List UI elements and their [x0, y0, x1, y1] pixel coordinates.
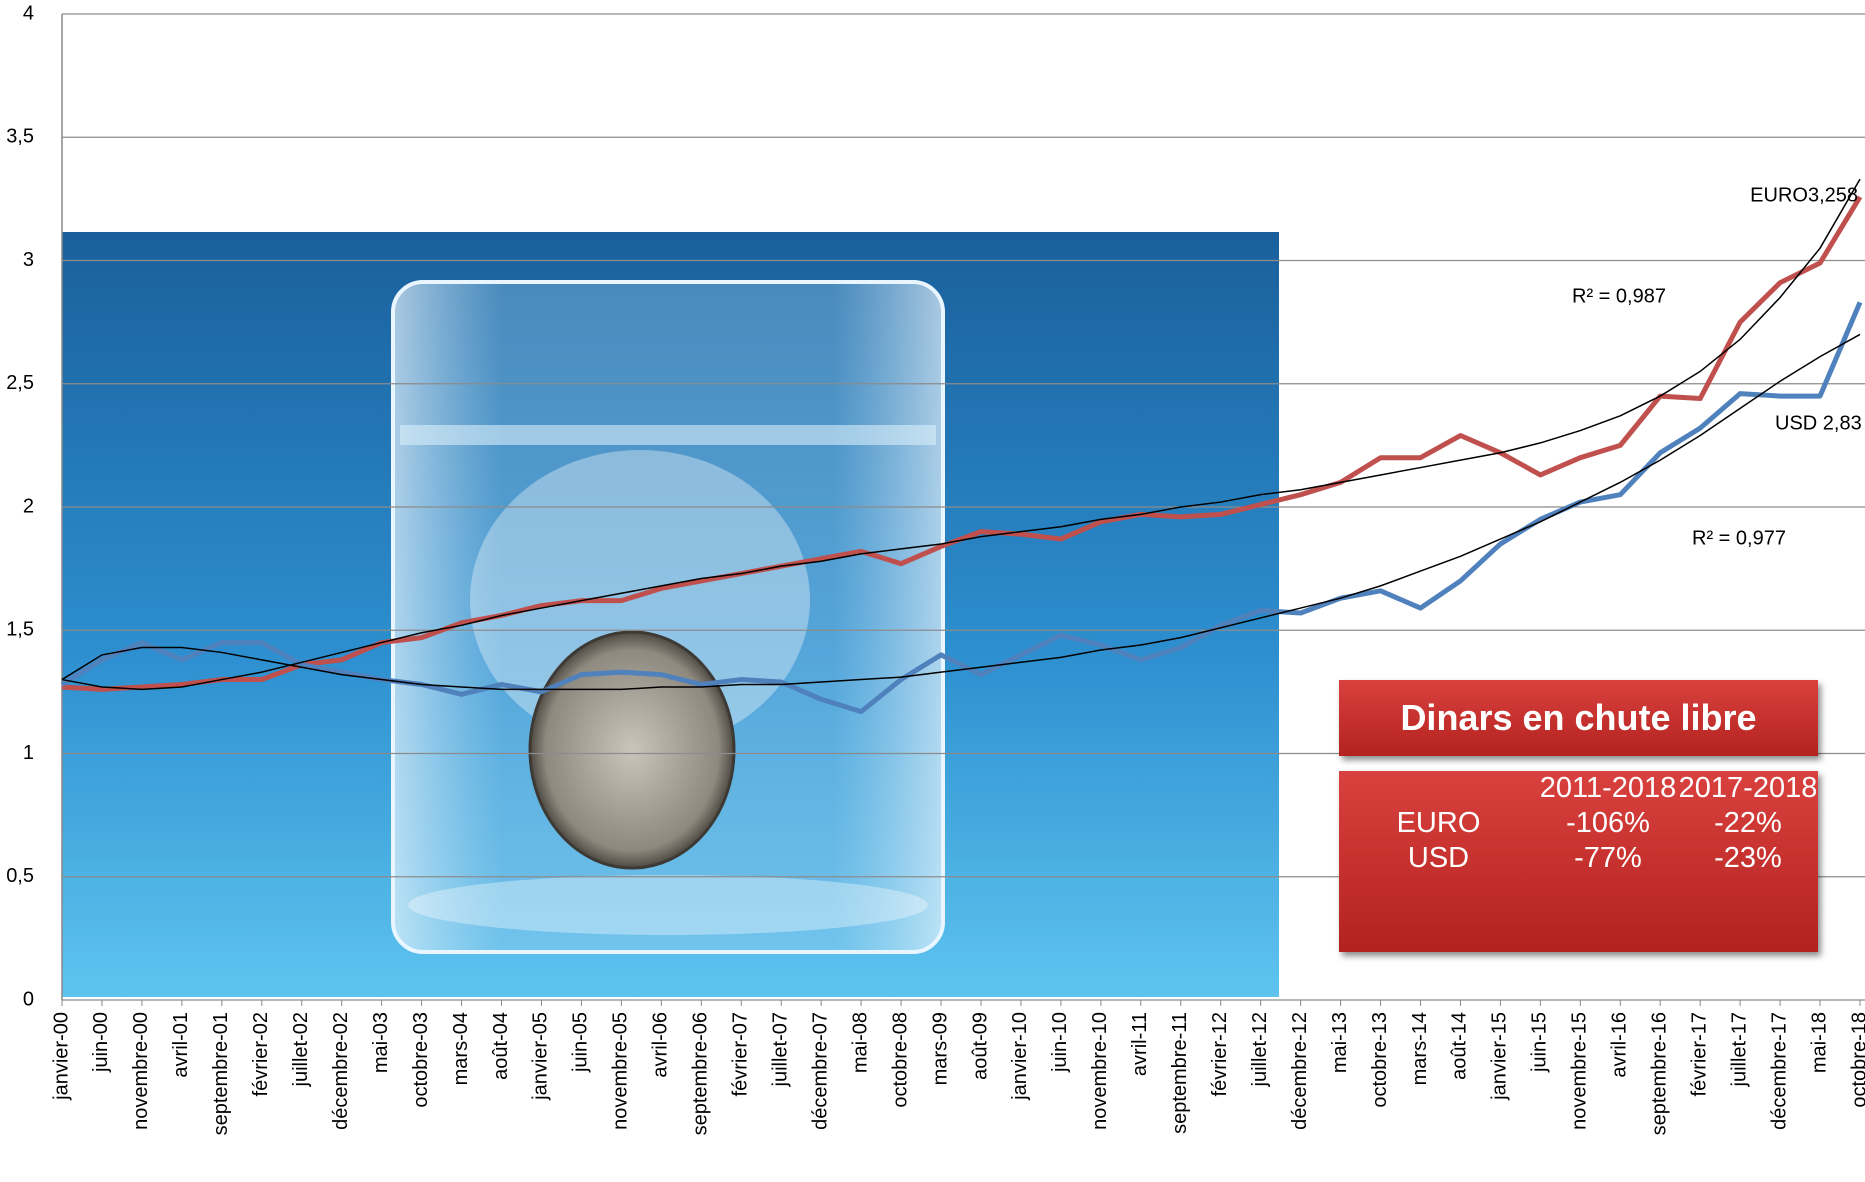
- series-line: [60, 301, 1863, 715]
- x-tick-label: février-12: [1209, 1012, 1231, 1096]
- r2-label: R² = 0,987: [1572, 285, 1666, 307]
- x-tick-label: juin-10: [1049, 1012, 1071, 1073]
- x-tick-label: novembre-15: [1569, 1012, 1591, 1130]
- x-tick-label: août-04: [490, 1012, 512, 1080]
- x-tick-label: mars-04: [450, 1012, 472, 1085]
- y-tick-label: 0: [23, 988, 34, 1010]
- trend-line: [61, 333, 1861, 691]
- x-tick-label: décembre-07: [809, 1012, 831, 1130]
- x-tick-label: octobre-03: [410, 1012, 432, 1108]
- x-tick-label: février-07: [730, 1012, 752, 1096]
- x-tick-label: septembre-11: [1169, 1012, 1191, 1134]
- x-tick-label: novembre-00: [130, 1012, 152, 1130]
- background-photo: [62, 232, 1279, 997]
- x-tick-label: juillet-07: [769, 1012, 791, 1087]
- end-label: USD 2,83: [1775, 412, 1862, 434]
- y-tick-label: 0,5: [6, 865, 34, 887]
- r2-label: R² = 0,977: [1692, 527, 1786, 549]
- y-tick-label: 3: [23, 249, 34, 271]
- y-tick-label: 4: [23, 2, 34, 24]
- summary-table: 2011-2018 2017-2018 EURO -106% -22% USD …: [1339, 771, 1818, 952]
- x-tick-label: août-14: [1449, 1012, 1471, 1080]
- x-tick-label: juillet-02: [290, 1012, 312, 1087]
- x-tick-label: mars-09: [929, 1012, 951, 1085]
- x-tick-label: février-02: [250, 1012, 272, 1096]
- x-tick-label: avril-06: [650, 1012, 672, 1078]
- trend-line: [61, 178, 1861, 691]
- x-tick-label: décembre-02: [330, 1012, 352, 1130]
- x-tick-label: septembre-06: [690, 1012, 712, 1135]
- table-cell: -22%: [1714, 807, 1782, 839]
- x-tick-label: mai-18: [1808, 1012, 1830, 1073]
- table-title: Dinars en chute libre: [1339, 680, 1818, 756]
- x-tick-label: octobre-08: [889, 1012, 911, 1108]
- x-tick-label: mai-03: [370, 1012, 392, 1073]
- y-tick-label: 1: [23, 742, 34, 764]
- table: 2011-2018 2017-2018 EURO -106% -22% USD …: [1339, 771, 1818, 876]
- x-tick-label: décembre-17: [1768, 1012, 1790, 1130]
- table-cell: -23%: [1714, 842, 1782, 874]
- x-tick-label: mai-13: [1329, 1012, 1351, 1073]
- x-tick-label: juin-05: [570, 1012, 592, 1073]
- column-header: 2011-2018: [1539, 772, 1677, 804]
- x-tick-label: janvier-05: [530, 1012, 552, 1101]
- x-tick-label: juin-15: [1529, 1012, 1551, 1073]
- y-tick-label: 2,5: [6, 372, 34, 394]
- series-line: [61, 195, 1863, 692]
- x-tick-label: mars-14: [1409, 1012, 1431, 1085]
- x-tick-label: juillet-12: [1249, 1012, 1271, 1087]
- x-tick-label: juin-00: [90, 1012, 112, 1073]
- x-tick-label: septembre-16: [1649, 1012, 1671, 1135]
- table-corner: [1339, 771, 1538, 806]
- column-header: 2017-2018: [1678, 772, 1818, 804]
- x-tick-label: janvier-15: [1489, 1012, 1511, 1101]
- x-tick-label: juillet-17: [1728, 1012, 1750, 1087]
- x-tick-label: novembre-05: [610, 1012, 632, 1130]
- x-tick-label: avril-01: [170, 1012, 192, 1078]
- table-cell: -77%: [1574, 842, 1642, 874]
- table-cell: -106%: [1566, 807, 1650, 839]
- x-tick-label: avril-11: [1129, 1012, 1151, 1076]
- plot-area: [60, 178, 1863, 715]
- x-tick-label: décembre-12: [1289, 1012, 1311, 1130]
- row-label: EURO: [1396, 807, 1481, 839]
- x-tick-label: mai-08: [849, 1012, 871, 1073]
- x-tick-label: février-17: [1688, 1012, 1710, 1096]
- row-label: USD: [1407, 842, 1470, 874]
- y-tick-label: 3,5: [6, 126, 34, 148]
- y-tick-label: 2: [23, 495, 34, 517]
- end-label: EURO3,258: [1750, 184, 1858, 206]
- x-tick-label: novembre-10: [1089, 1012, 1111, 1130]
- x-tick-label: janvier-00: [50, 1012, 72, 1101]
- y-tick-label: 1,5: [6, 619, 34, 641]
- x-tick-label: octobre-18: [1848, 1012, 1865, 1108]
- x-tick-label: octobre-13: [1369, 1012, 1391, 1108]
- x-tick-label: avril-16: [1609, 1012, 1631, 1078]
- x-tick-label: août-09: [969, 1012, 991, 1080]
- x-tick-label: septembre-01: [210, 1012, 232, 1135]
- x-tick-label: janvier-10: [1009, 1012, 1031, 1101]
